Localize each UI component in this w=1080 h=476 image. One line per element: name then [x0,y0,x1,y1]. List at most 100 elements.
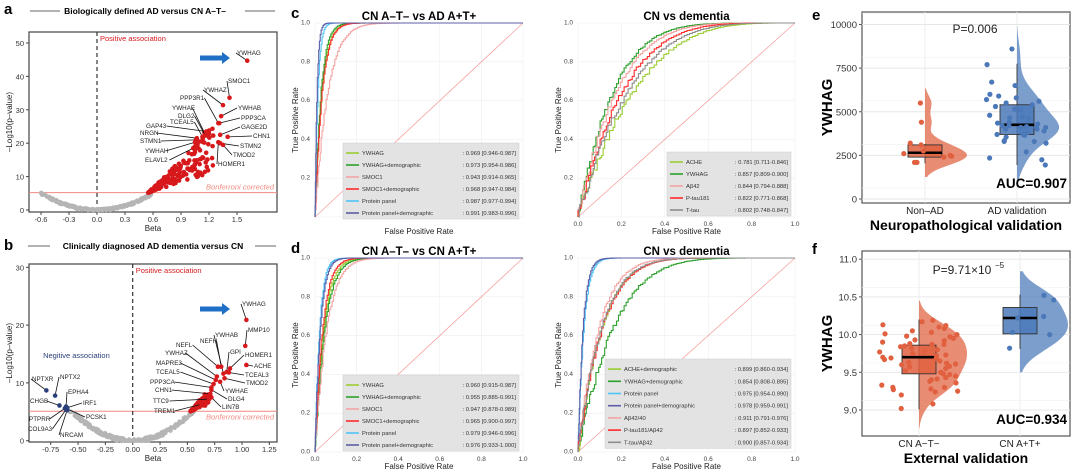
significant-point [204,164,210,170]
roc-curve-a-42 [577,22,795,217]
x-tick-label: 1.00 [235,445,250,454]
x-tick-label: 0.2 [352,456,361,463]
nonsignificant-point [73,204,78,209]
nonsignificant-point [132,438,137,443]
nonsignificant-point [55,199,60,205]
gene-label-leader [160,139,196,142]
y-tick-label: 0.4 [301,136,310,143]
positive-association-label: Positive association [100,34,166,43]
x-axis-label: False Positive Rate [385,227,454,236]
gene-label-irf1: IRF1 [83,400,97,407]
gene-label-tmod2: TMOD2 [246,380,269,387]
gene-label-leader [227,135,253,138]
data-point [879,382,885,388]
gene-label-leader [244,329,248,346]
legend-series-name: SMOC1+demographic [362,187,420,193]
y-tick-label: 0.2 [564,410,573,417]
data-point [912,337,918,343]
significant-point [172,177,178,182]
y-tick-label: 0.6 [564,332,573,339]
y-tick-label: 0.0 [564,449,573,456]
data-point [1007,115,1013,121]
y-tick-label: 0 [20,206,24,215]
gene-point-tmod2 [222,375,227,381]
nonsignificant-point [129,201,135,207]
data-point [947,152,953,158]
gene-point-chn1 [208,391,213,397]
volcano-plot-b: -0.75 -0.50 -0.25 0.00 0.25 0.50 0.75 1.00 1.25 0… [5,263,278,463]
data-point [1013,95,1019,101]
data-point [954,332,960,338]
gene-label-leader [165,141,196,152]
x-category-label: AD validation [988,206,1047,217]
nonsignificant-point [128,438,133,443]
significant-point [207,135,212,140]
data-point [881,356,888,363]
data-point [922,348,928,354]
y-axis-label: True Positive Rate [554,87,563,153]
roc-title: CN A–T– vs CN A+T+ [362,246,477,258]
data-point [880,339,886,345]
legend-auc-value: : 0.976 [0.933-1.000] [462,443,516,449]
significant-point [197,161,202,167]
gene-label-ppp3ca: PPP3CA [241,115,267,122]
data-point [941,341,947,348]
roc-plot-d-right: 0.0 0.2 0.4 0.6 0.8 1.0 0.0 0.2 0.4 0.6 0.8 1.0 Fals… [554,246,800,471]
roc-plot-d-left: 0.0 0.2 0.4 0.6 0.8 1.0 0.0 0.2 0.4 0.6 0.8 1.0 Fals… [291,246,528,471]
data-point [882,331,888,337]
data-point [877,349,883,355]
roc-curve-protein-panel-demographic [314,22,523,217]
nonsignificant-point [88,425,94,430]
nonsignificant-point [186,413,192,418]
data-point [999,123,1005,129]
significant-point [189,168,195,173]
roc-plot-c-right: 0.2 0.4 0.6 0.8 1.0 0.0 0.2 0.4 0.6 0.8 1.0 False P… [554,11,800,236]
roc-legend: YWHAG: 0.960 [0.915-0.987] YWHAG+demograp… [342,374,520,452]
gene-label-mapre3: MAPRE3 [156,360,182,367]
legend-series-name: Protein panel [624,392,658,398]
significant-point [210,126,215,132]
gene-point-ywhaz [214,374,220,379]
x-tick-label: -0.6 [35,215,48,224]
nonsignificant-point [58,201,64,206]
nonsignificant-point [81,418,87,424]
data-point [1019,114,1026,120]
gene-point-gap43 [203,129,209,134]
legend-series-name: Protein panel+demographic [362,211,433,217]
x-category-label: Non–AD [906,206,944,217]
gene-label-dlg4: DLG4 [228,396,245,403]
y-tick-label: 10000 [831,20,857,31]
gene-label-leader [240,303,247,321]
gene-point-tceal5 [211,381,216,387]
gene-label-mmp10: MMP10 [248,327,270,334]
x-axis-label: Beta [145,454,162,463]
data-point [1039,157,1045,163]
gene-point-ywhab [218,113,224,119]
p-value-exponent: −5 [995,261,1005,270]
legend-series-name: Protein panel+demographic [362,443,433,449]
gene-point-ywhae [217,379,223,385]
gene-point-ache [244,362,249,368]
legend-auc-value: : 0.822 [0.771-0.868] [734,196,788,202]
gene-label-leader [156,132,197,139]
legend-auc-value: : 0.943 [0.914-0.965] [462,175,516,181]
gene-label-lin7b: LIN7B [222,404,240,411]
x-tick-label: 0.3 [120,215,130,224]
panel-label-d: d [291,240,300,257]
legend-box [604,358,792,449]
x-tick-label: 0.0 [573,456,582,463]
x-category-label: CN A−T− [898,439,939,450]
x-tick-label: 0.6 [148,215,158,224]
nonsignificant-point [161,429,167,434]
nonsignificant-point [94,427,100,432]
gene-point-tmod2 [220,142,226,148]
y-tick-label: 10.5 [839,292,858,303]
nonsignificant-point [142,196,148,201]
y-tick-label: 10.0 [839,330,858,341]
gene-label-ywhaz: YWHAZ [204,87,227,94]
legend-auc-value: : 0.969 [0.946-0.987] [462,151,516,157]
data-point [1042,162,1048,168]
y-tick-label: 0.0 [301,449,310,456]
panel-a-title: Biologically defined AD versus CN A–T– [30,6,275,16]
